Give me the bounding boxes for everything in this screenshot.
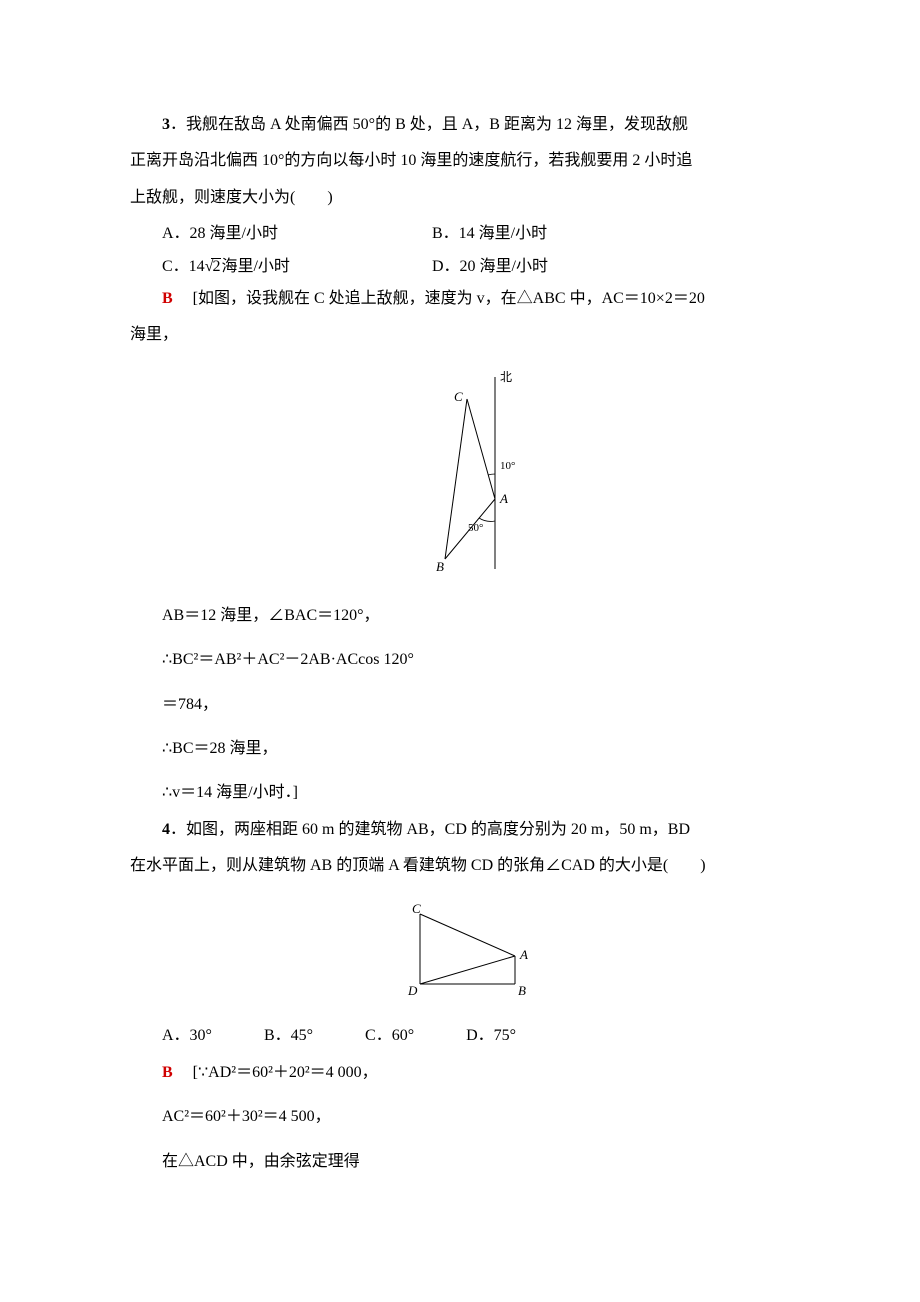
q4-options: A．30° B．45° C．60° D．75° [130,1021,810,1051]
q4-option-c: C．60° [365,1021,414,1051]
q4-number: 4 [162,821,170,838]
page: 3．我舰在敌岛 A 处南偏西 50°的 B 处，且 A，B 距离为 12 海里，… [0,0,920,1302]
q3-figure-wrap: 北 C A B 10° 50° [130,369,810,579]
q3-text-l1: ．我舰在敌岛 A 处南偏西 50°的 B 处，且 A，B 距离为 12 海里，发… [170,116,688,133]
q3-option-c: C．14√2海里/小时 [162,252,422,282]
q3-sol-l2: 海里， [130,320,810,350]
q4-option-d: D．75° [466,1021,516,1051]
q4-fig-D: D [407,983,418,998]
q3-stem-line1: 3．我舰在敌岛 A 处南偏西 50°的 B 处，且 A，B 距离为 12 海里，… [130,110,810,140]
q3-optc-radicand: 2 [211,258,221,275]
q3-option-b: B．14 海里/小时 [432,219,547,249]
q4-space [177,1064,189,1081]
q4-stem-line1: 4．如图，两座相距 60 m 的建筑物 AB，CD 的高度分别为 20 m，50… [130,815,810,845]
q3-optc-pre: C．14 [162,258,205,275]
q3-fig-A: A [499,491,508,506]
q3-answer-line: B [如图，设我舰在 C 处追上敌舰，速度为 v，在△ABC 中，AC＝10×2… [130,284,810,314]
q4-figure-wrap: C D A B [130,899,810,999]
q4-option-a: A．30° [162,1021,212,1051]
q4-sol-l1: [∵AD²＝60²＋20²＝4 000， [193,1064,378,1081]
q4-fig-B: B [518,983,526,998]
q3-fig-north: 北 [500,370,512,384]
q4-figure: C D A B [390,899,550,999]
q4-sol-l2: AC²＝60²＋30²＝4 500， [130,1102,810,1132]
q4-fig-A: A [519,947,528,962]
q3-work-l4: ∴BC＝28 海里， [130,734,810,764]
q4-stem-line2: 在水平面上，则从建筑物 AB 的顶端 A 看建筑物 CD 的张角∠CAD 的大小… [130,851,810,881]
q4-text-l1: ．如图，两座相距 60 m 的建筑物 AB，CD 的高度分别为 20 m，50 … [170,821,690,838]
q4-option-b: B．45° [264,1021,313,1051]
q3-fig-B: B [436,559,444,574]
q3-work-l5: ∴v＝14 海里/小时．] [130,778,810,808]
q3-options-row1: A．28 海里/小时 B．14 海里/小时 [130,219,810,249]
q3-figure: 北 C A B 10° 50° [410,369,530,579]
q3-fig-ang10: 10° [500,460,515,472]
q3-options-row2: C．14√2海里/小时 D．20 海里/小时 [130,252,810,282]
q4-fig-C: C [412,901,421,916]
q3-number: 3 [162,116,170,133]
q3-work-l1: AB＝12 海里，∠BAC＝120°， [130,601,810,631]
q3-stem-line2: 正离开岛沿北偏西 10°的方向以每小时 10 海里的速度航行，若我舰要用 2 小… [130,146,810,176]
q4-answer-letter: B [162,1064,173,1081]
q3-fig-C: C [454,389,463,404]
q3-fig-ang50: 50° [468,522,483,534]
q3-optc-post: 海里/小时 [221,258,289,275]
q3-option-d: D．20 海里/小时 [432,252,548,282]
q4-sol-l3: 在△ACD 中，由余弦定理得 [130,1147,810,1177]
q3-option-a: A．28 海里/小时 [162,219,422,249]
q3-work-l3: ＝784， [130,690,810,720]
q3-work-l2: ∴BC²＝AB²＋AC²－2AB·ACcos 120° [130,645,810,675]
q4-answer-line: B [∵AD²＝60²＋20²＝4 000， [130,1058,810,1088]
q3-space [177,290,189,307]
q3-stem-line3: 上敌舰，则速度大小为( ) [130,183,810,213]
q3-answer-letter: B [162,290,173,307]
q3-sol-l1: [如图，设我舰在 C 处追上敌舰，速度为 v，在△ABC 中，AC＝10×2＝2… [193,290,705,307]
